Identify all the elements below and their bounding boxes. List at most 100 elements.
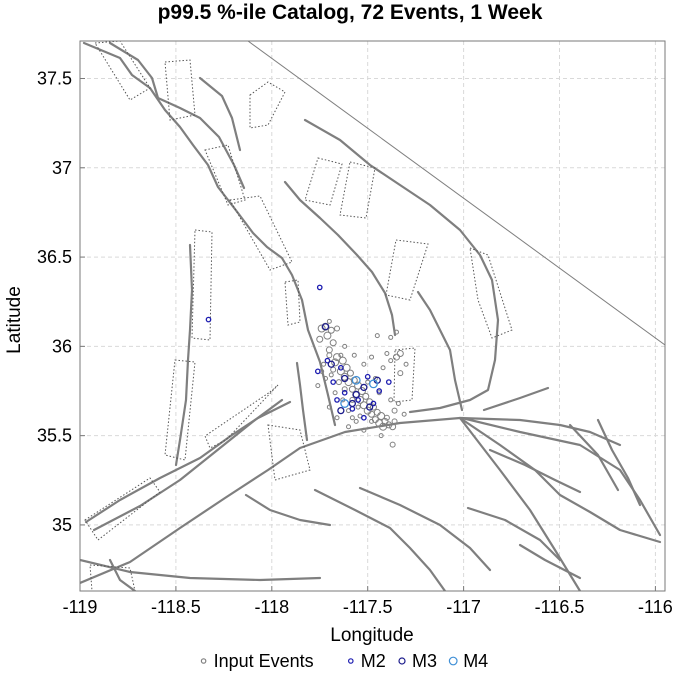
legend-label: M4	[463, 651, 488, 671]
data-point	[361, 427, 367, 433]
fault-trace	[458, 416, 582, 591]
rupture-outline	[191, 229, 213, 341]
fault-trace	[283, 180, 397, 337]
thin-fault-line	[247, 41, 665, 346]
y-tick-label: 35.5	[37, 426, 72, 446]
data-point	[327, 326, 335, 334]
fault-trace	[458, 416, 662, 544]
data-point	[376, 388, 383, 394]
y-tick-label: 36.5	[37, 247, 72, 267]
legend-item: M4	[448, 651, 488, 671]
fault-trace	[466, 506, 562, 562]
data-point	[341, 389, 348, 396]
data-point	[334, 325, 341, 332]
data-point	[388, 397, 394, 403]
data-point	[391, 418, 398, 425]
rupture-outline	[267, 424, 311, 481]
data-point	[337, 406, 345, 415]
fault-trace	[416, 290, 464, 412]
y-tick-label: 37.5	[37, 69, 72, 89]
data-point	[370, 400, 377, 407]
rupture-outline	[284, 279, 301, 326]
data-point	[338, 356, 347, 365]
x-tick-label: -118.5	[151, 597, 201, 617]
data-point	[340, 372, 349, 381]
data-point	[374, 333, 380, 339]
data-point	[351, 375, 361, 385]
data-point	[323, 331, 332, 340]
legend: Input Events M2 M3 M4	[200, 651, 488, 671]
legend-label: M2	[361, 651, 386, 671]
data-point	[352, 390, 360, 399]
fault-trace	[482, 386, 550, 412]
data-point	[317, 324, 326, 333]
data-point	[316, 335, 324, 343]
y-tick-label: 36	[52, 336, 72, 356]
data-point	[364, 373, 371, 380]
rupture-outline	[249, 81, 286, 129]
fault-trace	[174, 243, 194, 467]
data-point	[334, 415, 340, 421]
legend-label: Input Events	[214, 651, 314, 671]
data-point	[392, 353, 400, 361]
data-point	[328, 372, 334, 378]
data-point	[388, 358, 394, 364]
data-point	[330, 379, 337, 385]
x-axis-label: Longitude	[330, 625, 413, 646]
x-tick-label: -116	[638, 597, 673, 617]
data-point	[342, 343, 348, 349]
rupture-outline	[204, 144, 246, 206]
rupture-outline	[469, 247, 513, 339]
rupture-outline	[393, 347, 416, 403]
y-tick-label: 37	[52, 158, 72, 178]
data-point	[351, 352, 357, 358]
fault-trace	[313, 488, 447, 591]
data-point	[327, 360, 335, 368]
fault-trace	[244, 493, 332, 527]
data-point	[346, 424, 352, 430]
data-point	[395, 401, 401, 406]
data-point	[369, 354, 375, 360]
legend-marker	[448, 656, 458, 666]
data-point	[401, 411, 407, 417]
data-point	[344, 378, 353, 387]
data-points	[205, 284, 409, 448]
series-input-events	[315, 318, 409, 448]
data-point	[321, 361, 327, 367]
data-point	[341, 374, 349, 383]
data-point	[335, 379, 342, 386]
data-point	[361, 361, 367, 367]
x-tick-label: -118	[254, 597, 289, 617]
data-point	[346, 369, 354, 377]
rupture-outline	[164, 59, 196, 121]
data-point	[341, 386, 348, 393]
data-point	[383, 414, 390, 421]
data-point	[325, 346, 333, 354]
data-point	[340, 399, 350, 408]
y-axis-label: Latitude	[4, 286, 25, 354]
fault-trace	[80, 416, 622, 585]
data-point	[316, 284, 323, 291]
x-tick-label: -117	[446, 597, 481, 617]
x-tick-label: -116.5	[535, 597, 585, 617]
data-point	[334, 397, 340, 403]
data-point	[369, 379, 378, 389]
legend-marker	[347, 658, 354, 664]
data-point	[389, 423, 397, 431]
data-point	[362, 392, 370, 400]
data-point	[355, 397, 361, 403]
data-point	[331, 358, 340, 367]
data-point	[323, 376, 329, 381]
data-point	[369, 418, 375, 424]
x-tick-label: -117.5	[343, 597, 393, 617]
data-point	[379, 422, 388, 431]
series-m2	[205, 284, 392, 421]
data-point	[205, 316, 212, 323]
chart-title: p99.5 %-ile Catalog, 72 Events, 1 Week	[158, 1, 543, 24]
data-point	[326, 352, 333, 359]
data-point	[326, 318, 332, 324]
legend-marker	[398, 657, 406, 665]
rupture-outline	[304, 157, 343, 206]
data-point	[389, 441, 396, 448]
